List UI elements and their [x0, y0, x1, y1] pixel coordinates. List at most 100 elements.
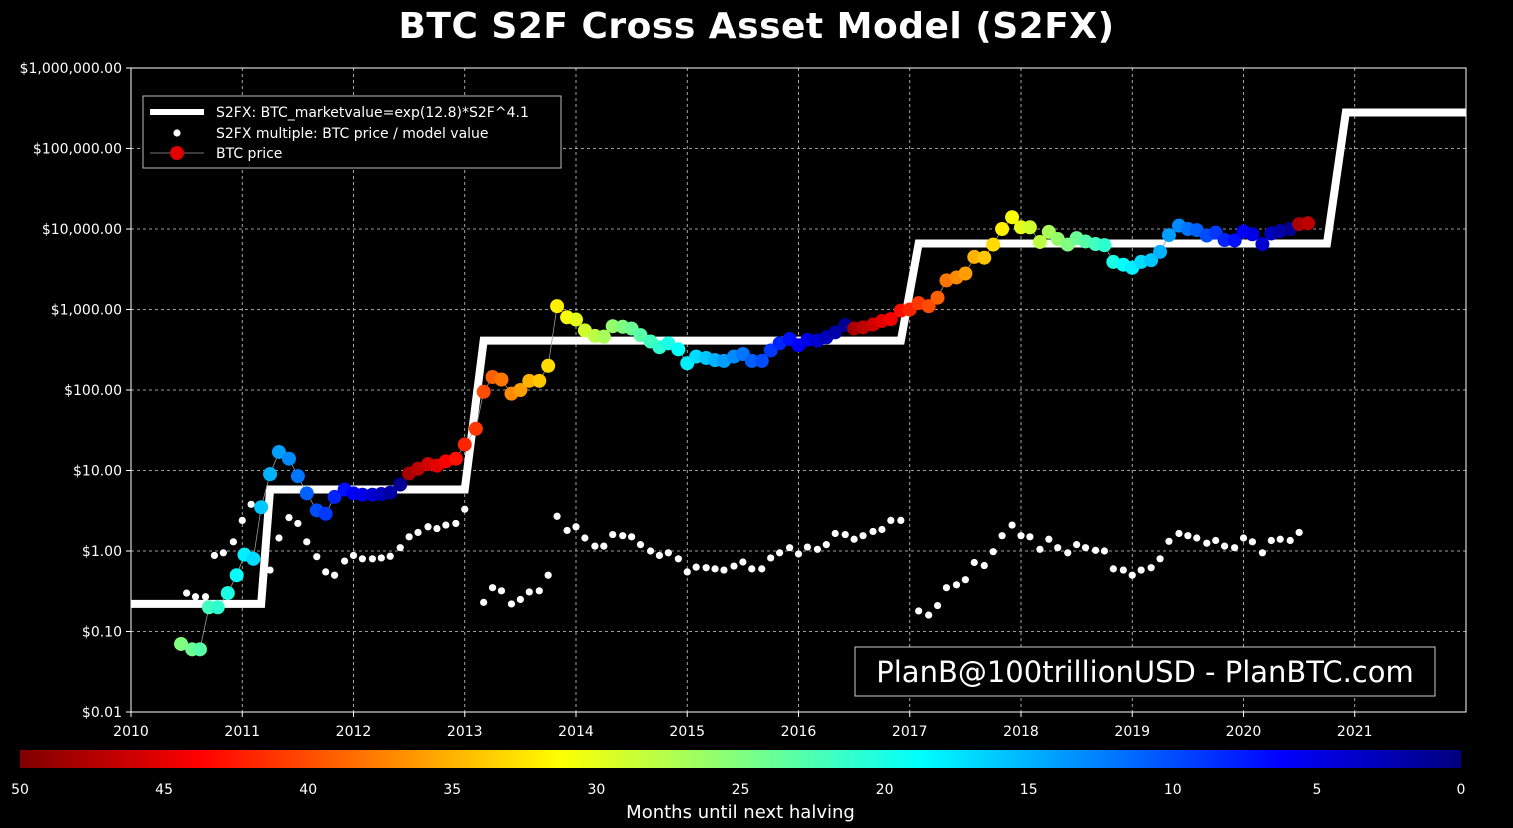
multiple-point — [933, 601, 942, 610]
multiple-point — [1248, 538, 1256, 546]
multiple-point — [1193, 534, 1201, 542]
price-point — [1005, 210, 1020, 225]
legend-box — [142, 95, 562, 169]
x-tick-label: 2012 — [336, 724, 372, 740]
multiple-point — [1045, 535, 1053, 543]
colorbar-tick-label: 10 — [1164, 782, 1182, 798]
price-point — [977, 250, 992, 265]
colorbar-tick-label: 20 — [876, 782, 894, 798]
price-point — [569, 312, 583, 327]
multiple-point — [887, 516, 895, 524]
multiple-point — [822, 541, 830, 549]
multiple-point — [600, 542, 608, 550]
multiple-point — [619, 532, 627, 540]
price-point — [494, 372, 509, 387]
price-point — [263, 467, 278, 482]
y-tick-label: $100.00 — [64, 383, 122, 399]
price-point — [299, 486, 314, 501]
price-point — [281, 451, 296, 466]
colorbar-gradient — [20, 750, 1461, 768]
multiple-point — [767, 554, 775, 562]
y-tick-label: $0.01 — [82, 705, 122, 721]
multiple-point — [581, 534, 589, 542]
price-point — [246, 551, 261, 566]
price-point — [271, 444, 286, 459]
multiple-point — [1231, 544, 1239, 552]
multiple-point — [219, 549, 227, 557]
price-point — [229, 568, 244, 583]
x-tick-label: 2015 — [669, 724, 705, 740]
multiple-point — [405, 533, 413, 541]
price-point — [541, 358, 556, 373]
multiple-point — [507, 600, 516, 608]
colorbar-tick-label: 40 — [299, 782, 317, 798]
multiple-point — [452, 519, 460, 528]
x-tick-label: 2018 — [1003, 724, 1039, 740]
x-tick-label: 2019 — [1114, 724, 1150, 740]
x-tick-label: 2016 — [781, 724, 817, 740]
multiple-points-layer — [183, 500, 1303, 619]
y-tick-label: $100,000.00 — [33, 142, 122, 158]
multiple-point — [664, 549, 672, 557]
colorbar-tick-label: 35 — [443, 782, 461, 798]
multiple-point — [201, 593, 210, 601]
price-point — [550, 299, 565, 314]
watermark: PlanB@100trillionUSD - PlanBTC.com — [854, 646, 1436, 697]
price-point — [930, 290, 945, 305]
multiple-point — [563, 526, 571, 535]
multiple-point — [229, 538, 237, 546]
colorbar-tick-label: 30 — [587, 782, 605, 798]
multiple-point — [730, 562, 738, 570]
multiple-point — [433, 524, 441, 533]
multiple-point — [1184, 532, 1192, 540]
multiple-point — [720, 566, 728, 574]
multiple-point — [516, 595, 524, 604]
multiple-point — [1258, 549, 1267, 557]
multiple-point — [915, 607, 923, 615]
multiple-point — [1147, 564, 1155, 572]
price-point — [383, 485, 398, 500]
chart-title: BTC S2F Cross Asset Model (S2FX) — [398, 6, 1115, 47]
multiple-point — [358, 555, 366, 563]
multiple-point — [636, 541, 645, 549]
multiple-point — [294, 519, 302, 528]
multiple-point — [897, 516, 905, 524]
x-tick-label: 2011 — [224, 724, 260, 740]
multiple-point — [878, 525, 886, 534]
multiple-point — [1286, 536, 1294, 545]
multiple-point — [980, 561, 988, 570]
multiple-point — [1156, 555, 1164, 563]
multiple-point — [572, 523, 580, 531]
multiple-point — [442, 521, 450, 529]
price-point — [254, 500, 269, 515]
multiple-point — [1017, 532, 1025, 540]
multiple-point — [794, 550, 803, 558]
colorbar-tick-label: 45 — [155, 782, 173, 798]
multiple-point — [646, 547, 655, 555]
multiple-point — [414, 528, 422, 537]
model-line-layer — [131, 108, 1466, 608]
y-tick-label: $1,000.00 — [51, 303, 122, 319]
price-point — [1217, 233, 1232, 248]
colorbar-tick-label: 50 — [11, 782, 29, 798]
x-tick-label: 2014 — [558, 724, 594, 740]
price-point — [958, 266, 973, 281]
watermark-box — [854, 646, 1436, 697]
colorbar-title: Months until next halving — [626, 802, 855, 823]
multiple-point — [952, 581, 961, 589]
price-point — [355, 487, 370, 502]
multiple-point — [238, 516, 246, 524]
price-point — [174, 636, 189, 651]
multiple-point — [480, 598, 488, 606]
multiple-point — [1073, 541, 1081, 549]
multiple-point — [266, 566, 274, 574]
price-point — [1161, 228, 1176, 243]
multiple-point — [803, 543, 812, 551]
multiple-point — [711, 565, 719, 573]
multiple-point — [869, 527, 877, 536]
multiple-point — [692, 563, 700, 571]
multiple-point — [1267, 536, 1275, 545]
multiple-point — [970, 558, 978, 567]
multiple-point — [553, 512, 561, 520]
